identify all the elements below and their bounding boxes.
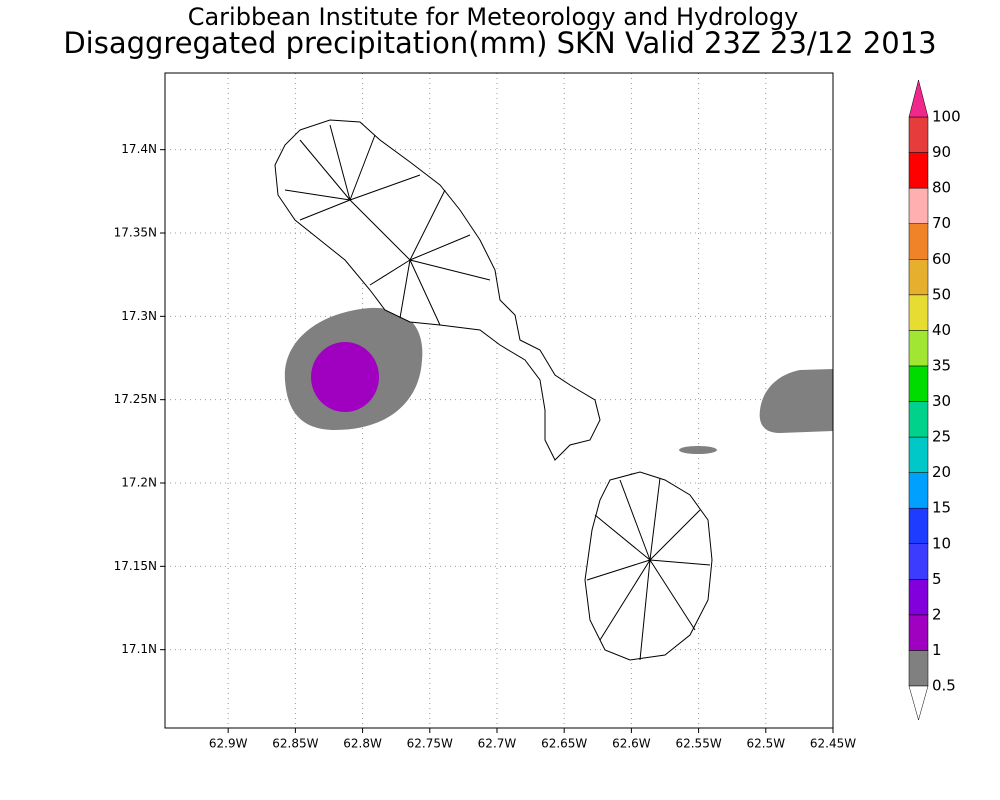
x-tick-label: 62.9W	[209, 737, 248, 751]
colorbar-label: 10	[932, 534, 951, 552]
colorbar-label: 40	[932, 321, 951, 339]
colorbar-segment	[908, 116, 929, 153]
y-tick-label: 17.4N	[121, 142, 157, 156]
colorbar-segment	[908, 187, 929, 224]
precipitation-field	[284, 307, 833, 454]
colorbar-segment	[908, 152, 929, 189]
colorbar-segment	[908, 223, 929, 260]
x-tick-label: 62.65W	[541, 737, 587, 751]
colorbar-segment	[908, 579, 929, 616]
y-tick-label: 17.25N	[114, 392, 157, 406]
colorbar-segment	[908, 330, 929, 367]
colorbar-label: 80	[932, 179, 951, 197]
x-tick-label: 62.5W	[746, 737, 785, 751]
title: Caribbean Institute for Meteorology and …	[188, 3, 799, 31]
colorbar-label: 70	[932, 214, 951, 232]
map-frame	[164, 72, 834, 729]
colorbar-under	[908, 685, 929, 721]
y-tick-label: 17.15N	[114, 559, 157, 573]
colorbar-label: 15	[932, 499, 951, 517]
colorbar-label: 50	[932, 285, 951, 303]
colorbar-label: 100	[932, 108, 961, 126]
colorbar-over	[908, 79, 929, 118]
colorbar-segment	[908, 365, 929, 402]
colorbar-segment	[908, 614, 929, 651]
colorbar-segment	[908, 259, 929, 296]
drainage-lines	[586, 477, 711, 661]
colorbar-segment	[908, 294, 929, 331]
subtitle: Disaggregated precipitation(mm) SKN Vali…	[63, 26, 936, 60]
x-tick-label: 62.6W	[612, 737, 651, 751]
colorbar-segment	[908, 472, 929, 509]
colorbar-segment	[908, 436, 929, 473]
colorbar-label: 30	[932, 392, 951, 410]
y-tick-label: 17.2N	[121, 476, 157, 490]
x-tick-label: 62.75W	[407, 737, 453, 751]
precip-area-gray	[759, 369, 833, 433]
drainage-lines	[284, 124, 491, 326]
x-tick-label: 62.8W	[343, 737, 382, 751]
x-tick-label: 62.55W	[675, 737, 721, 751]
colorbar-label: 0.5	[932, 677, 956, 695]
colorbar-label: 5	[932, 570, 942, 588]
colorbar-label: 20	[932, 463, 951, 481]
islands	[274, 119, 713, 661]
y-tick-label: 17.35N	[114, 226, 157, 240]
precip-area-gray	[679, 446, 717, 454]
x-tick-label: 62.85W	[272, 737, 318, 751]
x-tick-label: 62.45W	[810, 737, 856, 751]
colorbar-label: 60	[932, 250, 951, 268]
y-tick-label: 17.1N	[121, 642, 157, 656]
colorbar-label: 35	[932, 356, 951, 374]
colorbar-segment	[908, 401, 929, 438]
island-st-kitts	[274, 119, 601, 461]
colorbar-segment	[908, 650, 929, 687]
colorbar-label: 25	[932, 428, 951, 446]
colorbar-label: 90	[932, 143, 951, 161]
precip-area-purple	[311, 342, 379, 412]
y-tick-label: 17.3N	[121, 309, 157, 323]
colorbar-label: 2	[932, 605, 942, 623]
x-tick-label: 62.7W	[478, 737, 517, 751]
colorbar-segment	[908, 507, 929, 544]
colorbar-label: 1	[932, 641, 942, 659]
colorbar-segment	[908, 543, 929, 580]
